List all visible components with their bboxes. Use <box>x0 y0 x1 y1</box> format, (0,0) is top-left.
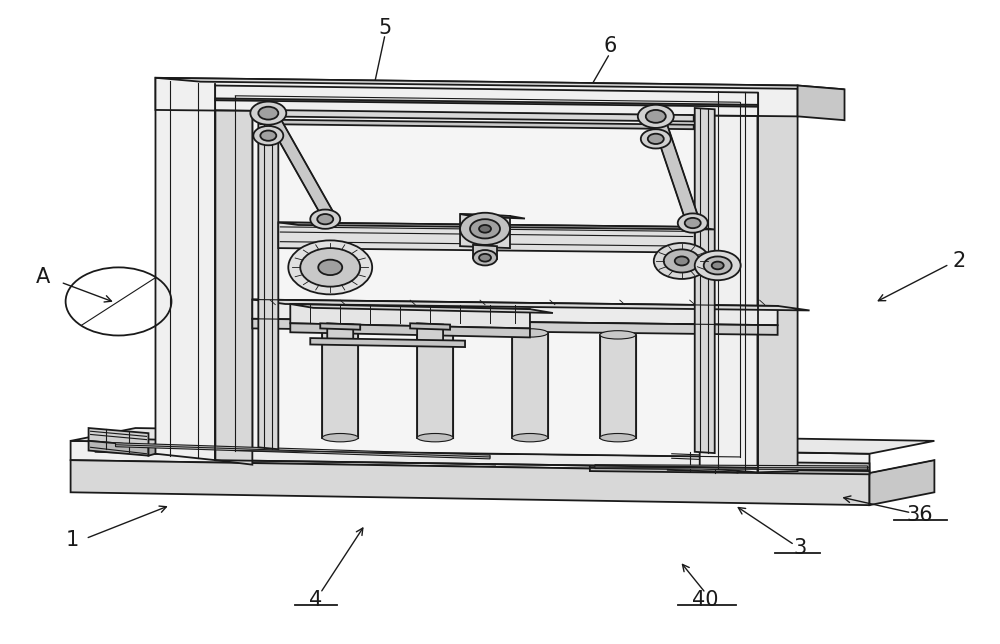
Polygon shape <box>278 222 695 252</box>
Polygon shape <box>215 86 758 468</box>
Polygon shape <box>310 338 465 347</box>
Text: 3: 3 <box>793 538 806 558</box>
Polygon shape <box>155 78 215 460</box>
Polygon shape <box>417 331 453 438</box>
Polygon shape <box>322 328 358 438</box>
Polygon shape <box>600 335 636 438</box>
Polygon shape <box>71 460 869 505</box>
Polygon shape <box>417 323 443 344</box>
Text: 36: 36 <box>906 505 933 525</box>
Polygon shape <box>650 115 700 221</box>
Polygon shape <box>96 438 495 460</box>
Polygon shape <box>738 460 750 472</box>
Circle shape <box>479 254 491 261</box>
Polygon shape <box>278 222 715 229</box>
Polygon shape <box>700 89 758 472</box>
Polygon shape <box>71 428 934 454</box>
Polygon shape <box>235 96 740 457</box>
Circle shape <box>310 209 340 229</box>
Polygon shape <box>71 441 869 473</box>
Circle shape <box>638 105 674 128</box>
Circle shape <box>288 240 372 294</box>
Circle shape <box>473 250 497 265</box>
Polygon shape <box>290 304 553 313</box>
Circle shape <box>460 213 510 245</box>
Polygon shape <box>252 100 738 457</box>
Polygon shape <box>320 323 360 330</box>
Polygon shape <box>590 468 869 474</box>
Circle shape <box>664 249 700 272</box>
Polygon shape <box>460 214 510 248</box>
Ellipse shape <box>512 328 548 337</box>
Polygon shape <box>89 428 148 446</box>
Circle shape <box>648 134 664 144</box>
Polygon shape <box>460 214 525 218</box>
Text: 4: 4 <box>309 590 322 610</box>
Text: 40: 40 <box>692 590 719 610</box>
Polygon shape <box>252 299 810 310</box>
Ellipse shape <box>600 330 636 339</box>
Polygon shape <box>148 442 162 456</box>
Text: 5: 5 <box>379 17 392 38</box>
Circle shape <box>317 214 333 224</box>
Polygon shape <box>252 319 778 335</box>
Polygon shape <box>252 299 778 325</box>
Polygon shape <box>798 86 845 120</box>
Circle shape <box>318 260 342 275</box>
Ellipse shape <box>322 433 358 442</box>
Ellipse shape <box>600 433 636 442</box>
Polygon shape <box>758 90 798 472</box>
Polygon shape <box>590 460 869 471</box>
Polygon shape <box>262 111 336 217</box>
Circle shape <box>675 256 689 265</box>
Polygon shape <box>215 84 252 465</box>
Circle shape <box>695 251 741 280</box>
Circle shape <box>678 213 708 232</box>
Polygon shape <box>260 120 694 129</box>
Polygon shape <box>258 104 278 450</box>
Polygon shape <box>116 443 490 459</box>
Ellipse shape <box>322 324 358 332</box>
Polygon shape <box>260 110 694 122</box>
Polygon shape <box>695 108 715 453</box>
Circle shape <box>641 129 671 149</box>
Polygon shape <box>668 451 738 464</box>
Polygon shape <box>89 441 148 456</box>
Polygon shape <box>215 99 758 107</box>
Text: 2: 2 <box>953 251 966 271</box>
Polygon shape <box>290 323 530 337</box>
Circle shape <box>253 126 283 146</box>
Text: 1: 1 <box>66 531 79 551</box>
Polygon shape <box>595 465 867 470</box>
Polygon shape <box>410 323 450 330</box>
Polygon shape <box>869 460 934 505</box>
Circle shape <box>646 110 666 123</box>
Ellipse shape <box>512 433 548 442</box>
Circle shape <box>685 218 701 228</box>
Text: A: A <box>36 267 50 287</box>
Polygon shape <box>473 245 497 259</box>
Circle shape <box>470 219 500 238</box>
Text: 6: 6 <box>603 35 617 55</box>
Circle shape <box>712 261 724 269</box>
Circle shape <box>654 243 710 279</box>
Polygon shape <box>290 304 530 328</box>
Polygon shape <box>96 448 495 465</box>
Circle shape <box>258 107 278 120</box>
Ellipse shape <box>417 433 453 442</box>
Ellipse shape <box>417 327 453 335</box>
Circle shape <box>479 225 491 232</box>
Polygon shape <box>512 333 548 438</box>
Circle shape <box>260 131 276 141</box>
Polygon shape <box>327 323 353 344</box>
Circle shape <box>300 248 360 287</box>
Circle shape <box>704 256 732 274</box>
Polygon shape <box>155 78 798 117</box>
Circle shape <box>250 102 286 125</box>
Polygon shape <box>668 462 738 472</box>
Polygon shape <box>155 78 845 90</box>
